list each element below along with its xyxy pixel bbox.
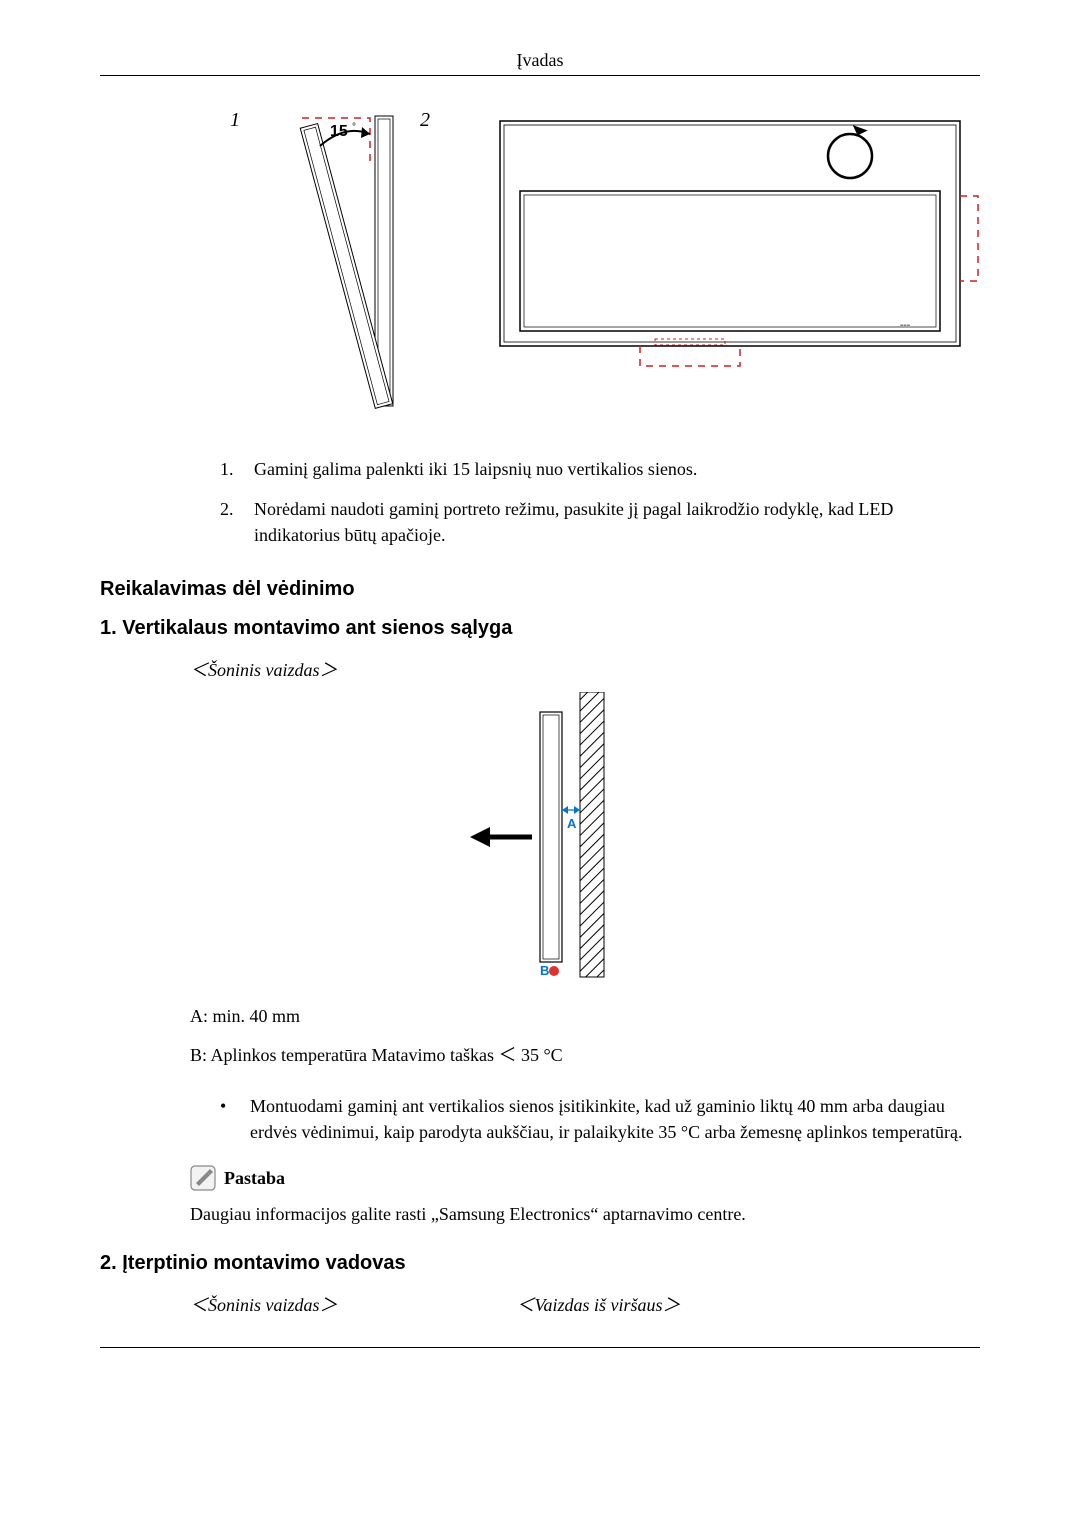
instruction-item: 1. Gaminį galima palenkti iki 15 laipsni… <box>220 456 980 482</box>
svg-text:°: ° <box>352 122 356 133</box>
footer-rule <box>100 1347 980 1348</box>
note-label: Pastaba <box>224 1168 285 1189</box>
temperature-dot <box>549 966 559 976</box>
instruction-item: 2. Norėdami naudoti gaminį portreto reži… <box>220 496 980 548</box>
page-title: Įvadas <box>100 50 980 71</box>
gap-A-label: A <box>567 816 577 831</box>
note-row: Pastaba <box>190 1165 980 1191</box>
figure-tilt-and-rotate: 15 ° 1 2 ≡≡≡ <box>220 106 980 426</box>
header-rule <box>100 75 980 76</box>
instruction-num: 1. <box>220 456 254 482</box>
side-view-label: ＜Šoninis vaizdas＞ <box>190 656 980 682</box>
figure-label-1: 1 <box>230 109 240 131</box>
spec-B: B: Aplinkos temperatūra Matavimo taškas … <box>190 1041 980 1067</box>
figure-label-2: 2 <box>420 109 430 131</box>
bullet-text: Montuodami gaminį ant vertikalios sienos… <box>250 1093 980 1145</box>
spec-A: A: min. 40 mm <box>190 1006 980 1027</box>
figure-svg: 15 ° 1 2 ≡≡≡ <box>220 106 980 426</box>
figure-wall-gap-svg: A B <box>440 692 640 982</box>
instruction-num: 2. <box>220 496 254 548</box>
page: Įvadas 15 ° 1 2 <box>0 0 1080 1388</box>
bullet-list: • Montuodami gaminį ant vertikalios sien… <box>220 1093 980 1145</box>
note-text: Daugiau informacijos galite rasti „Samsu… <box>190 1201 980 1227</box>
instruction-list: 1. Gaminį galima palenkti iki 15 laipsni… <box>220 456 980 548</box>
svg-text:≡≡≡: ≡≡≡ <box>900 323 911 329</box>
top-view-label: ＜Vaizdas iš viršaus＞ <box>517 1291 681 1317</box>
gap-B-label: B <box>540 963 549 978</box>
bullet-dot: • <box>220 1093 250 1145</box>
bullet-item: • Montuodami gaminį ant vertikalios sien… <box>220 1093 980 1145</box>
heading-ventilation: Reikalavimas dėl vėdinimo <box>100 578 980 601</box>
heading-wall-mount-condition: 1. Vertikalaus montavimo ant sienos sąly… <box>100 617 980 640</box>
view-labels-row: ＜Šoninis vaizdas＞ ＜Vaizdas iš viršaus＞ <box>190 1291 980 1317</box>
heading-embedded-guide: 2. Įterptinio montavimo vadovas <box>100 1252 980 1275</box>
side-view-label-2: ＜Šoninis vaizdas＞ <box>190 1291 338 1317</box>
note-icon <box>190 1165 216 1191</box>
instruction-text: Norėdami naudoti gaminį portreto režimu,… <box>254 496 980 548</box>
figure-wall-gap: A B <box>100 692 980 992</box>
instruction-text: Gaminį galima palenkti iki 15 laipsnių n… <box>254 456 697 482</box>
angle-text: 15 <box>330 123 348 140</box>
